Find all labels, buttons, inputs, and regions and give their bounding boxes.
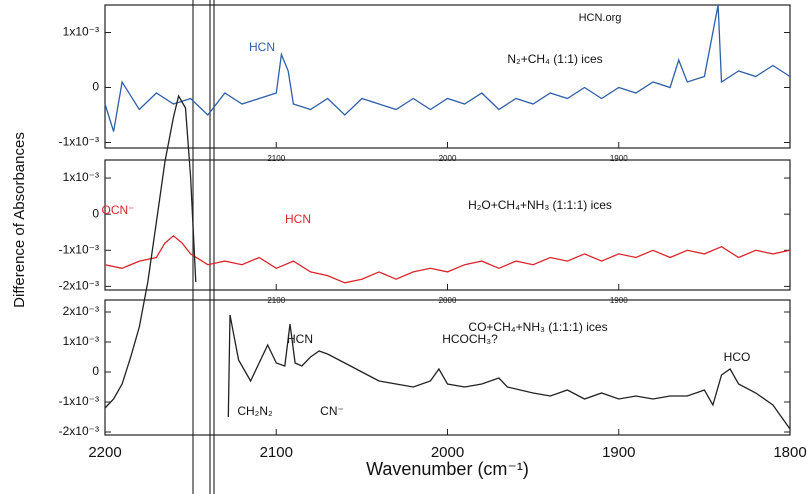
annotation: N₂+CH₄ (1:1) ices [507, 52, 602, 66]
y-tick-label: 0 [92, 80, 99, 94]
annotation: CH₂N₂ [237, 404, 273, 418]
x-tick-label: 2000 [439, 154, 457, 163]
annotation: HCO [724, 350, 751, 364]
plot-frame [104, 159, 791, 291]
y-tick-label: -1x10⁻³ [59, 242, 99, 256]
x-tick-label: 1900 [602, 444, 635, 461]
x-axis-label: Wavenumber (cm⁻¹) [366, 459, 529, 479]
y-tick-label: -2x10⁻³ [59, 279, 99, 293]
x-tick-label: 2100 [267, 296, 285, 305]
y-tick-label: -2x10⁻³ [59, 424, 99, 438]
x-tick-label: 1900 [610, 296, 628, 305]
annotation: CO+CH₄+NH₃ (1:1:1) ices [468, 320, 607, 334]
annotation: CN⁻ [320, 404, 344, 418]
y-tick-label: 2x10⁻³ [63, 304, 99, 318]
y-tick-label: -1x10⁻³ [59, 394, 99, 408]
y-tick-label: -1x10⁻³ [59, 135, 99, 149]
annotation: HCN [249, 40, 275, 54]
y-tick-label: 1x10⁻³ [63, 25, 99, 39]
y-tick-label: 1x10⁻³ [63, 170, 99, 184]
site-label: HCN.org [579, 12, 622, 24]
spectrum-line [104, 4, 791, 132]
y-axis-label: Difference of Absorbances [11, 132, 28, 308]
y-tick-label: 0 [92, 206, 99, 220]
spectrum-line [104, 94, 791, 430]
annotation: HCN [285, 212, 311, 226]
x-tick-label: 2000 [439, 296, 457, 305]
x-tick-label: 2200 [88, 444, 121, 461]
plot-frame [104, 299, 791, 436]
x-tick-label: 1800 [773, 444, 806, 461]
y-tick-label: 0 [92, 364, 99, 378]
y-tick-label: 1x10⁻³ [63, 334, 99, 348]
spectrum-line [104, 234, 791, 284]
annotation: OCN⁻ [102, 203, 135, 217]
x-tick-label: 2100 [267, 154, 285, 163]
x-tick-label: 1900 [610, 154, 628, 163]
annotation: HCN [287, 332, 313, 346]
x-tick-label: 2000 [431, 444, 464, 461]
x-tick-label: 2100 [260, 444, 293, 461]
plot-frame [104, 4, 791, 149]
annotation: HCOCH₃? [442, 332, 498, 346]
annotation: H₂O+CH₄+NH₃ (1:1:1) ices [468, 198, 612, 212]
